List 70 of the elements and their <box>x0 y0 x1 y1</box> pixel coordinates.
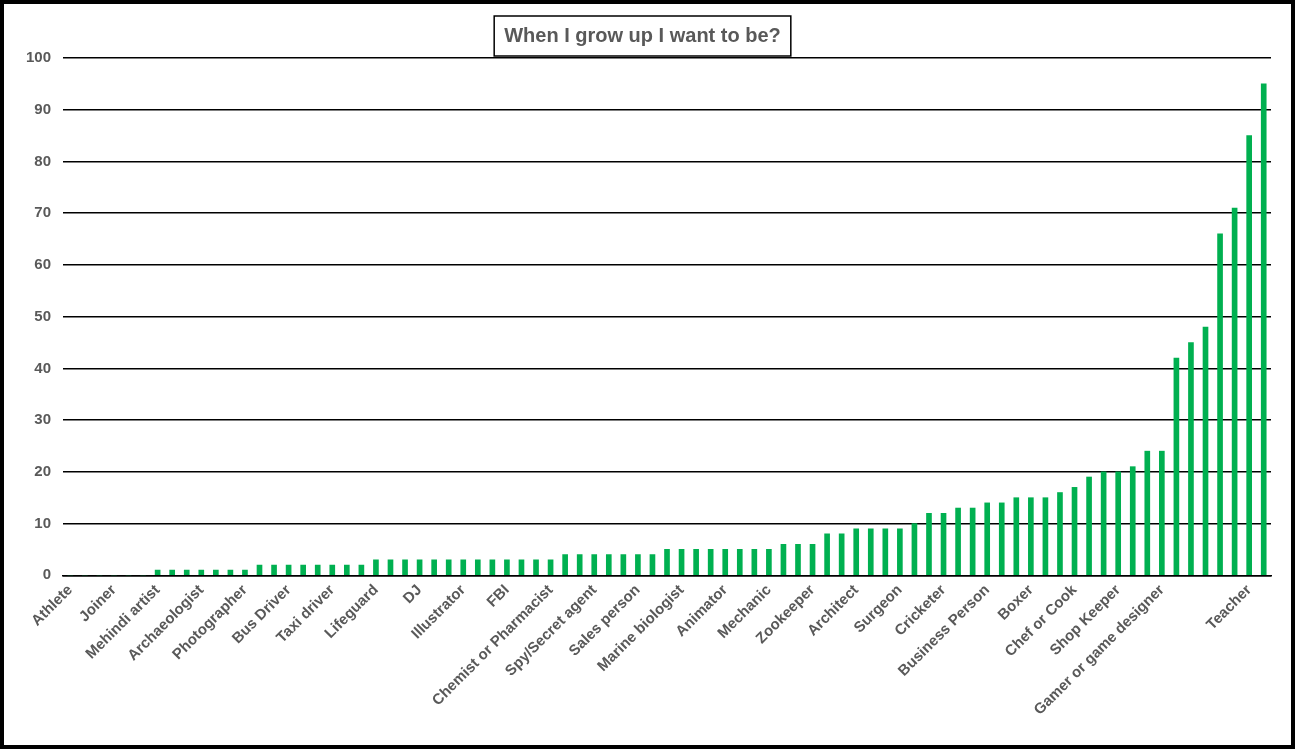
bar <box>649 554 656 575</box>
bar <box>183 569 190 575</box>
bar <box>1260 83 1267 575</box>
bar <box>1159 450 1165 575</box>
bar <box>489 559 496 575</box>
bar <box>314 564 321 575</box>
bar <box>766 549 772 575</box>
bar <box>955 507 961 575</box>
bar <box>824 533 830 575</box>
bar <box>707 549 714 575</box>
y-tick-label: 60 <box>34 255 52 273</box>
bar <box>984 502 991 575</box>
bar <box>1144 450 1151 575</box>
bar <box>635 554 641 575</box>
y-tick-label: 10 <box>34 513 52 531</box>
bar <box>926 512 932 575</box>
bar <box>1028 497 1034 575</box>
bar <box>736 549 743 575</box>
y-tick-label: 0 <box>42 565 52 583</box>
bar <box>344 564 350 575</box>
bar <box>620 554 627 575</box>
bar <box>795 543 801 575</box>
bar <box>169 569 176 575</box>
bar <box>1013 497 1020 575</box>
y-tick-label: 90 <box>34 99 52 117</box>
y-tick-label: 50 <box>34 306 52 324</box>
bar <box>1115 471 1122 575</box>
y-tick-label: 20 <box>34 461 52 479</box>
bar <box>445 559 452 575</box>
y-tick-label: 70 <box>34 203 52 221</box>
bar <box>431 559 437 575</box>
bar <box>213 569 219 575</box>
bar <box>460 559 467 575</box>
bar <box>416 559 423 575</box>
bar <box>591 554 598 575</box>
y-tick-label: 100 <box>26 48 52 66</box>
bar <box>387 559 394 575</box>
bar <box>1086 476 1092 575</box>
y-tick-label: 30 <box>34 410 52 428</box>
bar <box>1188 342 1194 575</box>
bar <box>693 549 699 575</box>
bar <box>853 528 860 575</box>
bar <box>722 549 729 575</box>
bar <box>300 564 306 575</box>
bar <box>562 554 568 575</box>
bar <box>329 564 336 575</box>
bar <box>897 528 903 575</box>
bar <box>474 559 481 575</box>
bar <box>373 559 379 575</box>
y-tick-label: 80 <box>34 151 52 169</box>
chart-title: When I grow up I want to be? <box>504 23 781 46</box>
bar <box>664 549 670 575</box>
bar <box>576 554 583 575</box>
bar <box>1246 135 1252 575</box>
bar <box>518 559 525 575</box>
bar <box>242 569 248 575</box>
bar <box>504 559 510 575</box>
bar <box>1217 233 1223 575</box>
bar <box>867 528 874 575</box>
bar <box>198 569 205 575</box>
bar <box>271 564 277 575</box>
bar <box>882 528 889 575</box>
bar <box>605 554 612 575</box>
bar <box>998 502 1005 575</box>
y-tick-label: 40 <box>34 358 52 376</box>
bar <box>1129 466 1136 575</box>
bar <box>402 559 408 575</box>
bar <box>1057 492 1063 575</box>
bar <box>533 559 539 575</box>
bar <box>547 559 554 575</box>
